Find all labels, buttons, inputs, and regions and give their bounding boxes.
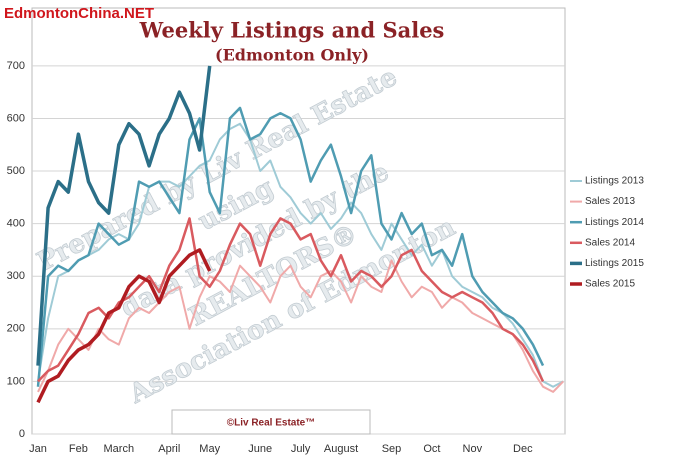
series-line <box>37 122 564 388</box>
legend-label: Sales 2013 <box>585 196 635 207</box>
x-tick-label: August <box>324 443 358 455</box>
series-line <box>37 259 564 393</box>
x-tick-label: April <box>158 443 180 455</box>
y-tick-label: 200 <box>7 323 25 335</box>
legend-label: Sales 2014 <box>585 237 635 248</box>
series-line <box>36 65 212 366</box>
lines <box>36 65 564 404</box>
footer: ©Liv Real Estate™ <box>227 418 316 429</box>
y-tick-label: 0 <box>19 428 25 440</box>
legend: Listings 2013 Sales 2013 Listings 2014 Sale… <box>570 176 644 290</box>
y-tick-label: 300 <box>7 270 25 282</box>
y-tick-label: 600 <box>7 112 25 124</box>
x-tick-label: Sep <box>382 443 402 455</box>
legend-label: Listings 2015 <box>585 258 644 269</box>
plot-frame <box>31 7 566 435</box>
y-tick-label: 100 <box>7 375 25 387</box>
y-tick-label: 700 <box>7 60 25 72</box>
x-tick-label: Feb <box>69 443 88 455</box>
legend-label: Sales 2015 <box>585 279 635 290</box>
legend-label: Listings 2013 <box>585 176 644 187</box>
x-tick-label: July <box>291 443 311 455</box>
footer-box <box>171 409 371 435</box>
chart-subtitle: (Edmonton Only) <box>215 46 369 65</box>
x-tick-label: Dec <box>513 443 533 455</box>
x-tick-label: May <box>199 443 220 455</box>
y-tick-label: 400 <box>7 218 25 230</box>
y-tick-label: 500 <box>7 165 25 177</box>
series-line <box>36 106 545 387</box>
site-label: EdmontonChina.NET <box>4 5 154 22</box>
x-tick-label: Oct <box>423 443 440 455</box>
chart-title: Weekly Listings and Sales <box>139 18 445 43</box>
series-line <box>36 248 212 404</box>
x-tick-label: June <box>248 443 272 455</box>
legend-label: Listings 2014 <box>585 217 644 228</box>
x-tick-label: Nov <box>463 443 483 455</box>
grid <box>32 65 565 435</box>
x-tick-label: March <box>104 443 135 455</box>
x-tick-label: Jan <box>29 443 47 455</box>
